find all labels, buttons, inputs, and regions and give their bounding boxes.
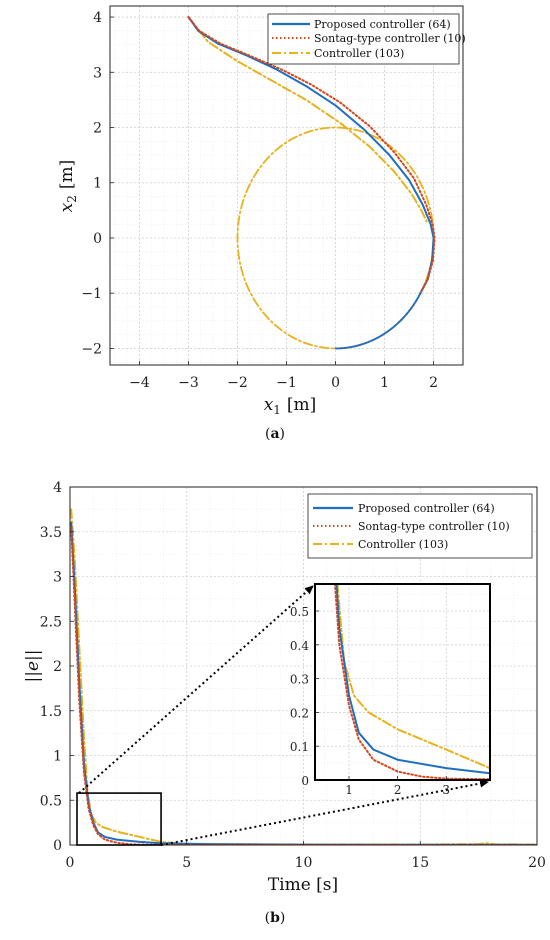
series-line-controller103-trajectory bbox=[187, 16, 428, 223]
chart-b-legend-label-proposed: Proposed controller (64) bbox=[358, 502, 495, 515]
chart-a-xtick-label: 0 bbox=[331, 375, 340, 391]
chart-a-xtick-label: −3 bbox=[178, 375, 199, 391]
chart-a-xlabel: x1 [m] bbox=[264, 395, 317, 417]
chart-b-xtick-label: 10 bbox=[295, 855, 313, 871]
chart-a-xtick-label: 1 bbox=[380, 375, 389, 391]
zoom-arrow bbox=[78, 585, 314, 794]
chart-b-xtick-label: 15 bbox=[411, 855, 429, 871]
chart-a-caption: (a) bbox=[265, 426, 285, 442]
chart-a-ytick-label: 4 bbox=[93, 10, 102, 26]
series-line-proposed-inset bbox=[335, 584, 490, 775]
chart-b-inset-ytick-label: 0.3 bbox=[290, 673, 309, 687]
chart-a-legend-label-sontag: Sontag-type controller (10) bbox=[314, 32, 466, 45]
chart-b-inset-xtick-label: 1 bbox=[345, 783, 353, 797]
chart-b-xtick-label: 5 bbox=[182, 855, 191, 871]
zoom-rectangle bbox=[76, 792, 162, 846]
series-line-proposed-cycle bbox=[334, 292, 422, 350]
chart-a-ticks: −4 −3 −2 −1 0 1 2 −2 −1 0 1 2 3 4 bbox=[81, 10, 438, 391]
chart-a-legend: Proposed controller (64) Sontag-type con… bbox=[267, 13, 466, 65]
chart-b-inset-ytick-label: 0 bbox=[301, 774, 309, 788]
chart-b-ytick-label: 1 bbox=[53, 749, 62, 765]
chart-b-inset-xtick-label: 3 bbox=[442, 783, 450, 797]
zoom-arrow bbox=[160, 779, 489, 846]
chart-b-xtick-label: 0 bbox=[66, 855, 75, 871]
chart-a-legend-box bbox=[267, 13, 460, 65]
chart-a-xtick-label: −1 bbox=[276, 375, 297, 391]
chart-b-inset-ytick-label: 0.5 bbox=[290, 605, 309, 619]
chart-b-inset-ytick-label: 0.2 bbox=[290, 706, 309, 720]
chart-a-ytick-label: −1 bbox=[81, 286, 102, 302]
chart-a-ylabel: x2[m] bbox=[57, 160, 79, 213]
series-line-controller103-inset bbox=[336, 584, 490, 770]
chart-b-zoom-indicator bbox=[76, 585, 489, 846]
chart-b-legend-label-controller103: Controller (103) bbox=[358, 538, 448, 551]
chart-b-xtick-label: 20 bbox=[528, 855, 546, 871]
chart-b: 0 5 10 15 20 0 0.5 1 1.5 2 2.5 3 3.5 4 1 2 3 0 0.1 0.2 0.3 0… bbox=[23, 480, 546, 926]
chart-a-ytick-label: −2 bbox=[81, 341, 102, 357]
chart-a-ytick-label: 1 bbox=[93, 176, 102, 192]
series-line-sontag-trajectory bbox=[187, 16, 436, 295]
chart-b-ytick-label: 2 bbox=[53, 659, 62, 675]
chart-b-inset: 1 2 3 0 0.1 0.2 0.3 0.4 0.5 bbox=[290, 583, 491, 797]
chart-b-inset-frame bbox=[314, 583, 491, 781]
chart-b-inset-ytick-label: 0.4 bbox=[290, 639, 309, 653]
chart-a-legend-label-controller103: Controller (103) bbox=[314, 47, 404, 60]
chart-b-caption: (b) bbox=[265, 910, 286, 926]
chart-a-ytick-label: 3 bbox=[93, 65, 102, 81]
chart-a-legend-label-proposed: Proposed controller (64) bbox=[314, 18, 451, 31]
chart-b-ytick-label: 3 bbox=[53, 570, 62, 586]
chart-b-legend: Proposed controller (64) Sontag-type con… bbox=[307, 493, 533, 559]
chart-b-ytick-label: 1.5 bbox=[40, 704, 62, 720]
chart-a-ytick-label: 2 bbox=[93, 121, 102, 137]
chart-b-ylabel: ||e|| bbox=[23, 650, 43, 683]
chart-a-xtick-label: 2 bbox=[429, 375, 438, 391]
chart-b-ytick-label: 4 bbox=[53, 480, 62, 496]
chart-b-xlabel: Time [s] bbox=[268, 875, 338, 895]
chart-a-ytick-label: 0 bbox=[93, 231, 102, 247]
chart-b-inset-xtick-label: 2 bbox=[394, 783, 402, 797]
chart-b-ytick-label: 0 bbox=[53, 838, 62, 854]
chart-b-inset-area bbox=[315, 584, 490, 780]
chart-b-ytick-label: 2.5 bbox=[40, 614, 62, 630]
chart-b-ytick-label: 3.5 bbox=[40, 525, 62, 541]
chart-b-inset-ytick-label: 0.1 bbox=[290, 740, 309, 754]
chart-b-ytick-label: 0.5 bbox=[40, 793, 62, 809]
chart-a: −4 −3 −2 −1 0 1 2 −2 −1 0 1 2 3 4 x1 [m] x2[m] Propose… bbox=[57, 5, 466, 442]
chart-a-series bbox=[187, 16, 436, 350]
chart-a-xtick-label: −2 bbox=[227, 375, 248, 391]
chart-a-xtick-label: −4 bbox=[129, 375, 150, 391]
chart-b-legend-label-sontag: Sontag-type controller (10) bbox=[358, 520, 510, 533]
chart-b-inset-ticks: 1 2 3 0 0.1 0.2 0.3 0.4 0.5 bbox=[290, 605, 450, 797]
